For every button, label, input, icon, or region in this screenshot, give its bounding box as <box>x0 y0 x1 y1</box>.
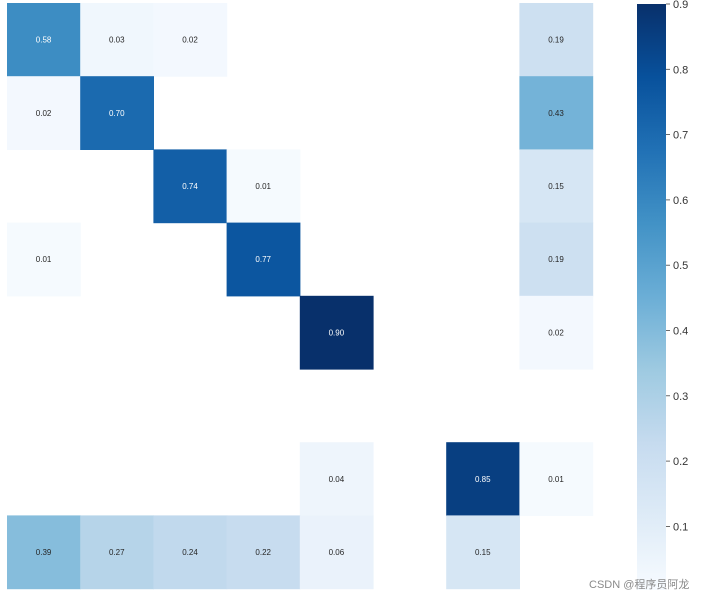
colorbar-tick-label: 0.8 <box>673 64 688 76</box>
colorbar-tick-label: 0.7 <box>673 130 688 142</box>
heatmap-cell-label: 0.85 <box>475 475 491 484</box>
heatmap-cell-label: 0.77 <box>255 255 271 264</box>
heatmap-cell-label: 0.22 <box>255 548 271 557</box>
heatmap-cell <box>519 222 594 297</box>
heatmap-cell <box>299 515 374 590</box>
heatmap-cell <box>519 3 594 77</box>
heatmap-cell <box>226 149 301 224</box>
heatmap-cell-label: 0.01 <box>548 475 564 484</box>
heatmap-cell <box>299 295 374 370</box>
heatmap-cell <box>7 76 81 150</box>
heatmap-cell <box>226 222 301 297</box>
heatmap-cell-label: 0.01 <box>255 182 271 191</box>
heatmap-cell <box>153 3 228 77</box>
heatmap-cell <box>80 3 154 77</box>
colorbar-tick-label: 0.4 <box>673 326 688 338</box>
colorbar-gradient <box>637 4 666 590</box>
heatmap-cell-label: 0.24 <box>182 548 198 557</box>
heatmap-cell-label: 0.27 <box>109 548 125 557</box>
heatmap-cell <box>446 442 520 516</box>
heatmap-cell-label: 0.06 <box>329 548 345 557</box>
heatmap-cell <box>80 515 154 590</box>
colorbar-tick-label: 0.5 <box>673 260 688 272</box>
colorbar-tick-label: 0.9 <box>673 0 688 11</box>
colorbar-tick-label: 0.3 <box>673 391 688 403</box>
colorbar-tick-label: 0.6 <box>673 195 688 207</box>
heatmap-cell-label: 0.15 <box>475 548 491 557</box>
heatmap-cell <box>519 295 594 370</box>
heatmap-cell-label: 0.70 <box>109 109 125 118</box>
heatmap-cell <box>7 3 81 77</box>
heatmap-cell <box>519 76 594 150</box>
heatmap-cell <box>153 515 228 590</box>
heatmap-cell-label: 0.02 <box>548 328 564 337</box>
heatmap-cell-label: 0.15 <box>548 182 564 191</box>
heatmap-cells: 0.58 0.03 0.02 0.19 0.02 0.70 0.43 0.74 0.01 0.15… <box>7 3 594 590</box>
heatmap-cell-label: 0.19 <box>548 36 564 45</box>
heatmap-cell <box>7 222 81 297</box>
heatmap-cell-label: 0.58 <box>36 36 52 45</box>
heatmap-cell <box>519 149 594 224</box>
watermark-text: CSDN @程序员阿龙 <box>589 579 690 591</box>
heatmap-cell-label: 0.01 <box>36 255 52 264</box>
heatmap-cell <box>153 149 228 224</box>
heatmap-cell-label: 0.02 <box>182 36 198 45</box>
heatmap-cell-label: 0.04 <box>329 475 345 484</box>
colorbar: 0.1 0.2 0.3 0.4 0.5 0.6 0.7 0.8 0.9 <box>637 0 688 590</box>
heatmap-cell-label: 0.03 <box>109 36 125 45</box>
heatmap-cell-label: 0.74 <box>182 182 198 191</box>
heatmap-cell-label: 0.43 <box>548 109 564 118</box>
colorbar-tick-label: 0.2 <box>673 456 688 468</box>
heatmap-cell <box>299 442 374 516</box>
heatmap-cell-label: 0.19 <box>548 255 564 264</box>
heatmap-cell <box>446 515 520 590</box>
heatmap-cell-label: 0.39 <box>36 548 52 557</box>
heatmap-cell-label: 0.02 <box>36 109 52 118</box>
colorbar-tick-label: 0.1 <box>673 521 688 533</box>
heatmap-cell <box>519 442 594 516</box>
heatmap-cell <box>80 76 154 150</box>
heatmap-cell <box>7 515 81 590</box>
heatmap-cell-label: 0.90 <box>329 328 345 337</box>
heatmap-cell <box>226 515 301 590</box>
